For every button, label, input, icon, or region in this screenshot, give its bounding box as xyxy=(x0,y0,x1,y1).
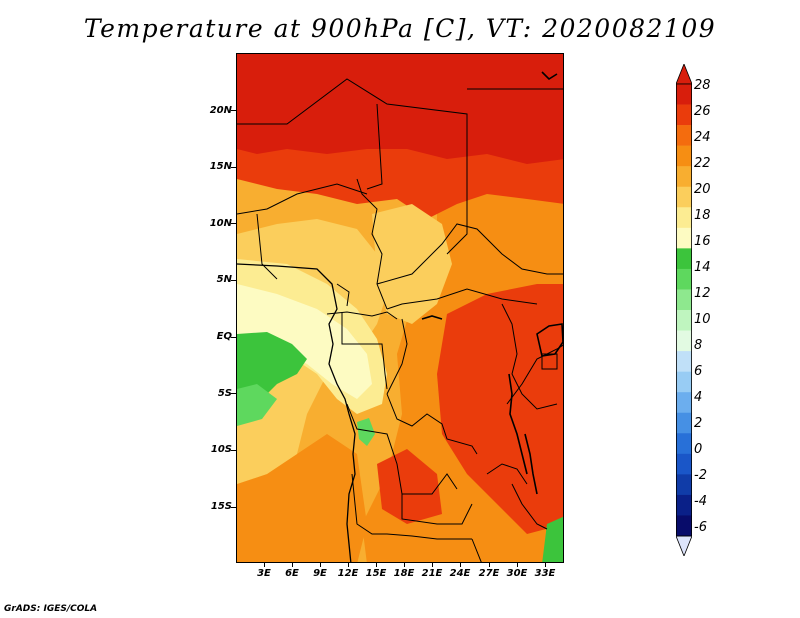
lat-label-4: EQ xyxy=(216,331,232,342)
colorbar-label: 26 xyxy=(694,104,711,119)
colorbar-label: 24 xyxy=(694,130,711,145)
lon-tick xyxy=(376,563,377,567)
colorbar-segment xyxy=(676,330,692,352)
colorbar-label: 4 xyxy=(694,390,703,405)
lat-label-0: 20N xyxy=(209,105,232,116)
colorbar-label: 12 xyxy=(694,286,711,301)
colorbar-label: 18 xyxy=(694,208,711,223)
lon-label-0: 3E xyxy=(257,568,271,579)
lon-tick xyxy=(545,563,546,567)
lon-tick xyxy=(404,563,405,567)
colorbar-segment xyxy=(676,310,692,331)
lat-tick xyxy=(231,450,236,451)
colorbar-label: 2 xyxy=(694,416,703,431)
colorbar-segment xyxy=(676,351,692,372)
lat-label-5: 5S xyxy=(217,388,232,399)
colorbar-segment xyxy=(676,371,692,393)
lon-tick xyxy=(320,563,321,567)
lat-tick xyxy=(231,393,236,394)
footer-credit: GrADS: IGES/COLA xyxy=(4,604,98,614)
lon-label-2: 9E xyxy=(313,568,327,579)
field-green-patch-angola xyxy=(357,418,375,446)
lat-label-1: 15N xyxy=(209,161,232,172)
colorbar-label: -6 xyxy=(694,520,707,535)
colorbar-label: 14 xyxy=(694,260,711,275)
colorbar-label: 28 xyxy=(694,78,711,93)
lat-label-2: 10N xyxy=(209,218,232,229)
field-deep-red-sahara xyxy=(237,54,563,164)
lon-label-7: 24E xyxy=(449,568,471,579)
lon-label-8: 27E xyxy=(478,568,500,579)
chart-title: Temperature at 900hPa [C], VT: 202008210… xyxy=(83,14,717,43)
field-green-southeast xyxy=(542,516,563,562)
colorbar-segment xyxy=(676,412,692,434)
lat-label-6: 10S xyxy=(210,444,232,455)
colorbar-segment xyxy=(676,166,692,188)
colorbar-segment xyxy=(676,125,692,146)
field-red-orange-congo xyxy=(377,449,442,524)
colorbar-frame xyxy=(676,83,692,537)
colorbar-label: 6 xyxy=(694,364,703,379)
map-panel xyxy=(236,53,564,563)
lon-label-6: 21E xyxy=(421,568,443,579)
coastline xyxy=(237,263,356,562)
colorbar-segment xyxy=(676,104,692,126)
colorbar-segment xyxy=(676,474,692,496)
colorbar-label: -4 xyxy=(694,494,707,509)
colorbar-segment xyxy=(676,289,692,311)
lon-tick xyxy=(432,563,433,567)
field-light-green-atlantic xyxy=(237,384,277,426)
colorbar-segment xyxy=(676,186,692,208)
colorbar-segment xyxy=(676,227,692,249)
colorbar-label: 22 xyxy=(694,156,711,171)
lon-label-5: 18E xyxy=(393,568,415,579)
lon-label-4: 15E xyxy=(365,568,387,579)
colorbar-segment xyxy=(676,248,692,270)
lon-label-10: 33E xyxy=(534,568,556,579)
colorbar-segment xyxy=(676,145,692,167)
colorbar-segment xyxy=(676,515,692,537)
field-yellow-central xyxy=(372,204,452,324)
colorbar-label: 20 xyxy=(694,182,711,197)
colorbar-arrow-bottom xyxy=(676,535,692,556)
colorbar-label: 8 xyxy=(694,338,703,353)
lon-tick xyxy=(517,563,518,567)
colorbar xyxy=(676,64,692,556)
lake-shorelines xyxy=(421,71,563,495)
colorbar-segment xyxy=(676,268,692,290)
temperature-map xyxy=(237,54,563,562)
colorbar-segment xyxy=(676,453,692,475)
colorbar-arrow-top xyxy=(676,64,692,85)
colorbar-label: 16 xyxy=(694,234,711,249)
lon-tick xyxy=(489,563,490,567)
lat-tick xyxy=(231,280,236,281)
lat-tick xyxy=(231,223,236,224)
lon-label-3: 12E xyxy=(337,568,359,579)
colorbar-segment xyxy=(676,392,692,414)
lon-tick xyxy=(292,563,293,567)
lat-tick xyxy=(231,167,236,168)
colorbar-segment xyxy=(676,207,692,229)
colorbar-segment xyxy=(676,433,692,455)
lat-tick xyxy=(231,110,236,111)
lat-tick xyxy=(231,507,236,508)
lat-label-3: 5N xyxy=(216,274,232,285)
lon-tick xyxy=(460,563,461,567)
colorbar-segment xyxy=(676,494,692,516)
lon-label-9: 30E xyxy=(506,568,528,579)
colorbar-label: 10 xyxy=(694,312,711,327)
field-red-orange-great-lakes xyxy=(437,284,563,534)
colorbar-segment xyxy=(676,84,692,105)
lon-tick xyxy=(348,563,349,567)
lon-tick xyxy=(264,563,265,567)
colorbar-label: 0 xyxy=(694,442,703,457)
colorbar-label: -2 xyxy=(694,468,707,483)
field-orange-southwest xyxy=(237,434,367,562)
lat-label-7: 15S xyxy=(210,501,232,512)
lon-label-1: 6E xyxy=(285,568,299,579)
lat-tick xyxy=(231,337,236,338)
country-borders xyxy=(237,78,563,562)
field-cream-gulf xyxy=(237,284,372,399)
